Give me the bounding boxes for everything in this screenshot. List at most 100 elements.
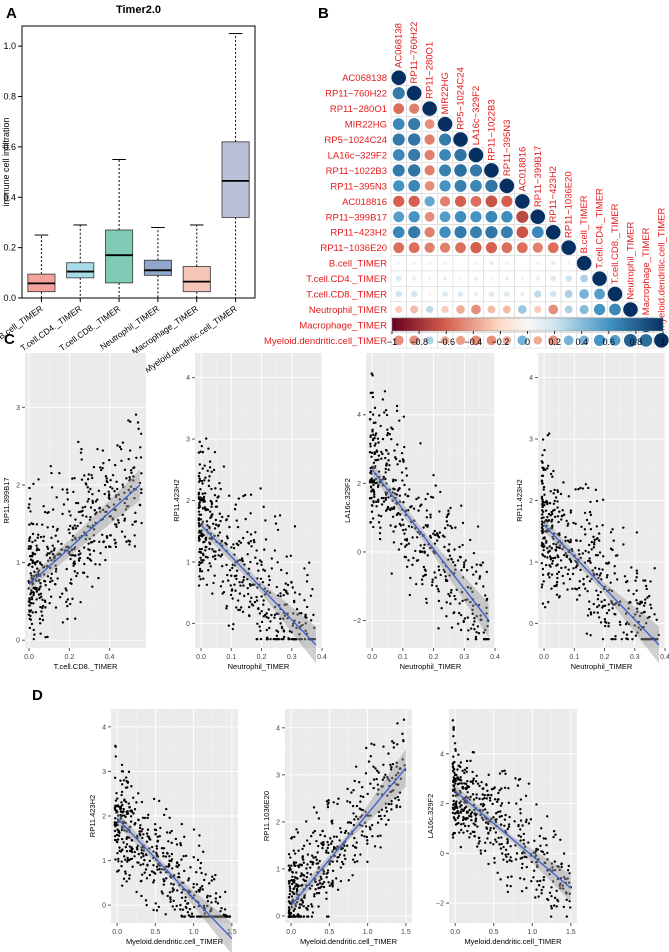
- scatter-point: [381, 778, 385, 781]
- scatter-point: [553, 860, 557, 863]
- scatter-point: [287, 882, 291, 885]
- scatter-point: [401, 732, 404, 736]
- scatter-point: [175, 843, 179, 846]
- scatter-point: [117, 860, 120, 863]
- scatter-point: [371, 428, 374, 431]
- scatter-point: [292, 887, 295, 891]
- scatter-point: [227, 624, 231, 627]
- scatter-point: [607, 562, 610, 565]
- scatter-point: [499, 810, 502, 813]
- scatter-point: [197, 491, 201, 494]
- scatter-point: [210, 537, 214, 541]
- scatter-point: [123, 468, 127, 472]
- scatter-point: [123, 519, 126, 522]
- scatter-point: [371, 517, 375, 520]
- scatter-point: [159, 871, 162, 874]
- scatter-point: [290, 895, 294, 898]
- scatter-point: [473, 628, 476, 631]
- scatter-point: [390, 572, 393, 575]
- scatter-point: [269, 637, 272, 641]
- scatter-point: [467, 586, 470, 589]
- scatter-point: [594, 553, 598, 557]
- scatter-point: [463, 561, 466, 564]
- row-label: Myeloid.dendritic.cell_TIMER: [264, 336, 387, 347]
- scatter-point: [109, 478, 112, 482]
- scatter-point: [359, 800, 362, 803]
- corr-circle: [408, 242, 420, 254]
- scatter-point: [444, 578, 448, 581]
- scatter-point: [561, 547, 564, 551]
- scatter-point: [463, 801, 466, 804]
- scatter-point: [530, 860, 534, 864]
- scatter-point: [148, 873, 152, 877]
- scatter-point: [556, 563, 559, 566]
- scatter-point: [71, 538, 74, 542]
- scatter-point: [179, 908, 182, 911]
- scatter-point: [557, 865, 560, 869]
- scatter-point: [125, 843, 129, 846]
- scatter-point: [644, 584, 648, 588]
- scatter-point: [139, 456, 143, 459]
- scatter-point: [336, 888, 340, 891]
- scatter-point: [406, 509, 410, 512]
- scatter-point: [379, 424, 382, 428]
- scatter-point: [468, 814, 471, 818]
- scatter-point: [93, 539, 96, 543]
- corr-circle: [424, 211, 435, 222]
- corr-circle: [515, 194, 530, 209]
- scatter-point: [431, 580, 434, 584]
- scatter-point: [145, 853, 148, 857]
- scatter-point: [69, 514, 72, 517]
- trend-line: [290, 767, 407, 907]
- scatter-point: [339, 880, 343, 883]
- scatter-point: [98, 506, 102, 510]
- scatter-point: [331, 869, 335, 873]
- scatter-point: [455, 811, 459, 814]
- scatter-point: [143, 816, 147, 820]
- scatter-point: [279, 595, 282, 598]
- scatter-point: [458, 545, 461, 549]
- scatter-point: [225, 604, 229, 608]
- scatter-point: [169, 900, 172, 903]
- scatter-point: [327, 851, 330, 855]
- scatter-point: [373, 845, 377, 848]
- scatter-point: [550, 905, 553, 908]
- scatter-point: [351, 858, 355, 861]
- scatter-point: [145, 840, 149, 843]
- scatter-point: [494, 818, 497, 821]
- scatter-point: [556, 898, 559, 902]
- scatter-point: [579, 556, 582, 560]
- scatter-point: [439, 573, 442, 577]
- scatter-point: [60, 548, 64, 551]
- scatter-point: [198, 471, 201, 475]
- scatter-point: [398, 494, 402, 497]
- scatter-point: [647, 594, 651, 598]
- scatter-point: [30, 622, 34, 626]
- scatter-point: [310, 854, 314, 857]
- scatter-point: [48, 556, 52, 560]
- scatter-point: [476, 845, 479, 848]
- scatter-point: [301, 847, 304, 851]
- scatter-point: [468, 798, 471, 801]
- scatter-point: [639, 628, 642, 631]
- corr-circle: [550, 260, 556, 266]
- scatter-point: [80, 458, 83, 461]
- scatter-point: [212, 550, 216, 553]
- scatter-point: [154, 832, 157, 836]
- x-tick-label: 0.1: [226, 654, 236, 661]
- corr-circle: [408, 211, 420, 223]
- scatter-point: [208, 510, 212, 513]
- scatter-point: [67, 528, 70, 531]
- scatter-point: [546, 520, 549, 523]
- scatter-point: [273, 605, 277, 609]
- y-tick-label: 4: [102, 724, 106, 731]
- row-label: RP5−1024C24: [324, 135, 387, 146]
- scatter-point: [377, 500, 380, 503]
- scatter-point: [395, 761, 399, 765]
- scatter-point: [566, 868, 570, 872]
- x-tick-label: 0.5: [151, 929, 161, 936]
- scatter-point: [426, 525, 429, 528]
- scatter-point: [496, 800, 499, 804]
- scatter-point: [592, 546, 596, 549]
- scatter-point: [161, 851, 165, 855]
